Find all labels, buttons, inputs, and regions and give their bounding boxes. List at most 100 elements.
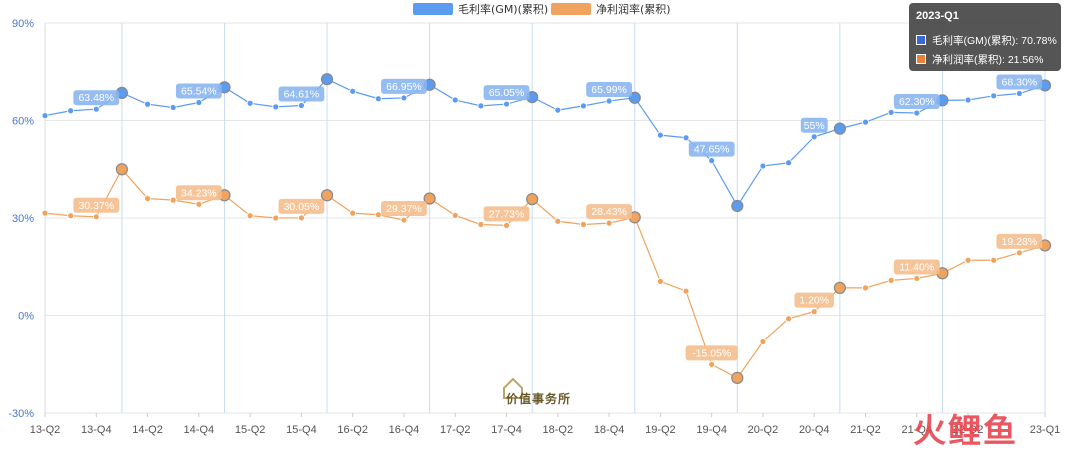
data-label-text: 28.43% — [591, 206, 627, 218]
data-label-text: 19.28% — [1002, 236, 1038, 248]
data-label-bg — [483, 206, 530, 222]
data-point — [990, 92, 998, 100]
data-label-bg — [996, 74, 1043, 90]
data-label-bg — [794, 292, 834, 308]
grid-lines — [44, 22, 1046, 414]
legend-swatch — [413, 3, 453, 15]
data-point — [374, 211, 382, 219]
tooltip-swatch-gross-margin — [916, 35, 926, 45]
data-point-highlight — [320, 73, 334, 86]
data-point — [400, 94, 408, 102]
data-label: 62.30% — [893, 94, 940, 110]
data-point — [887, 276, 895, 284]
data-point — [605, 97, 613, 105]
data-point — [682, 287, 690, 295]
data-label: 65.05% — [483, 85, 530, 101]
watermark-text: 价值事务所 — [506, 392, 572, 406]
data-point — [554, 106, 562, 114]
data-point — [913, 109, 921, 117]
x-tick-label: 17-Q4 — [491, 424, 522, 436]
data-point-highlight — [731, 199, 744, 213]
x-axis-labels: 13-Q2 13-Q4 14-Q2 14-Q4 15-Q2 15-Q4 16-Q2 16-Q4… — [30, 413, 1060, 436]
x-tick-label: 15-Q4 — [286, 424, 317, 436]
legend-label: 净利润率(累积) — [596, 2, 671, 16]
data-label-text: 64.61% — [284, 89, 320, 101]
x-tick-label: 16-Q4 — [389, 424, 420, 436]
tooltip-swatch-net-margin — [916, 54, 926, 64]
x-tick-label: 14-Q2 — [132, 424, 163, 436]
y-tick-label: -30% — [8, 408, 34, 420]
data-label-bg — [483, 85, 530, 101]
x-tick-label: 22-Q2 — [953, 424, 984, 436]
data-label-text: 1.20% — [799, 295, 829, 307]
data-label: 11.40% — [893, 259, 940, 275]
data-point — [964, 256, 972, 264]
tooltip-row-gross-margin: 毛利率(GM)(累积): 70.78% — [916, 33, 1057, 48]
data-point — [682, 134, 690, 142]
data-label-text: 65.05% — [489, 87, 525, 99]
data-labels: 63.48% 65.54% 64.61% 66.95% 65.05% 65.99% 47.6… — [73, 74, 1043, 361]
data-label-text: 11.40% — [899, 261, 934, 273]
data-point — [862, 118, 869, 126]
data-point — [298, 102, 305, 109]
x-tick-label: 15-Q2 — [235, 424, 266, 436]
data-label-text: 55% — [804, 120, 825, 132]
x-tick-label: 19-Q2 — [645, 424, 676, 436]
hover-tooltip: 2023-Q1 毛利率(GM)(累积): 70.78% 净利润率(累积): 21… — [909, 3, 1061, 71]
data-point — [144, 100, 151, 108]
data-label: 30.37% — [73, 197, 120, 213]
legend[interactable]: 毛利率(GM)(累积) 净利润率(累积) — [413, 2, 671, 16]
x-tick-label: 20-Q4 — [799, 424, 830, 436]
legend-item[interactable]: 毛利率(GM)(累积) — [413, 2, 548, 16]
y-tick-label: 90% — [12, 18, 34, 30]
data-point — [913, 275, 921, 282]
data-point — [580, 102, 587, 110]
tooltip-title: 2023-Q1 — [916, 10, 959, 22]
data-point — [503, 221, 510, 229]
data-label-bg — [996, 233, 1043, 249]
data-point — [298, 214, 305, 222]
data-label: -15.05% — [685, 345, 738, 361]
watermark-logo: 价值事务所 — [500, 376, 576, 410]
data-label-bg — [175, 185, 222, 201]
data-point — [195, 200, 203, 208]
data-label: 47.65% — [688, 141, 735, 157]
data-label: 1.20% — [794, 292, 834, 308]
data-point — [169, 196, 177, 204]
x-tick-label: 13-Q2 — [30, 424, 61, 436]
data-point — [964, 96, 972, 104]
tooltip-gross-margin-text: 毛利率(GM)(累积): 70.78% — [932, 35, 1057, 47]
data-point — [374, 95, 382, 103]
tooltip-net-margin-text: 净利润率(累积): 21.56% — [932, 54, 1044, 66]
x-tick-label: 13-Q4 — [81, 424, 112, 436]
data-point — [451, 211, 459, 219]
y-tick-label: 0% — [18, 311, 34, 323]
data-label-bg — [175, 83, 222, 99]
data-point-highlight — [731, 371, 744, 384]
data-point — [246, 99, 254, 107]
tooltip-row-net-margin: 净利润率(累积): 21.56% — [916, 52, 1043, 67]
legend-swatch — [551, 3, 591, 15]
data-point — [810, 308, 818, 316]
data-label: 29.37% — [381, 201, 427, 217]
data-point — [759, 162, 767, 170]
data-label-text: 34.23% — [181, 187, 217, 199]
legend-item[interactable]: 净利润率(累积) — [551, 2, 671, 16]
y-tick-label: 30% — [12, 213, 34, 225]
data-point — [810, 133, 818, 141]
data-label: 27.73% — [483, 206, 530, 222]
house-icon — [503, 377, 523, 399]
x-tick-label: 14-Q4 — [184, 424, 215, 436]
x-tick-label: 21-Q4 — [902, 424, 933, 436]
data-label-bg — [893, 94, 940, 110]
data-point — [272, 214, 280, 222]
data-label-text: 68.30% — [1002, 77, 1038, 89]
data-point — [759, 338, 767, 345]
data-label: 28.43% — [586, 204, 633, 220]
data-label-bg — [278, 198, 325, 214]
data-label: 65.54% — [175, 83, 222, 99]
data-label-text: 66.95% — [386, 81, 422, 93]
data-label: 63.48% — [73, 90, 120, 106]
data-label-text: 47.65% — [694, 144, 730, 156]
